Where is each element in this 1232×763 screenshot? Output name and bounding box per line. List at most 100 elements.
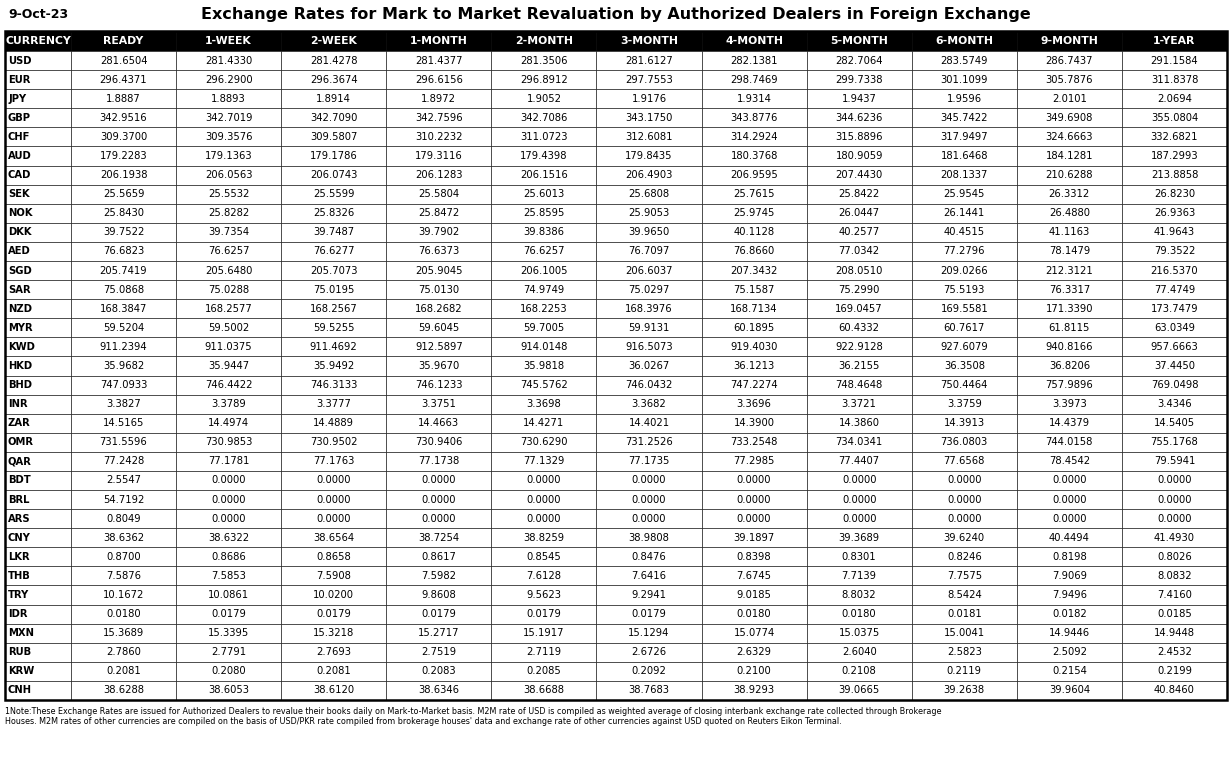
Bar <box>1016 356 1122 375</box>
Text: 342.9516: 342.9516 <box>100 113 148 123</box>
Text: 78.4542: 78.4542 <box>1048 456 1090 466</box>
Bar <box>492 223 596 242</box>
Text: 63.0349: 63.0349 <box>1154 323 1195 333</box>
Text: 206.0743: 206.0743 <box>310 170 357 180</box>
Text: 77.0342: 77.0342 <box>839 246 880 256</box>
Text: 0.0000: 0.0000 <box>841 494 876 504</box>
Text: 206.9595: 206.9595 <box>731 170 777 180</box>
Bar <box>912 318 1016 337</box>
Bar <box>1016 662 1122 681</box>
Text: 168.7134: 168.7134 <box>731 304 777 314</box>
Text: 0.8246: 0.8246 <box>947 552 982 562</box>
Text: 343.8776: 343.8776 <box>731 113 777 123</box>
Bar <box>387 261 492 280</box>
Bar <box>5 490 71 509</box>
Text: 730.9853: 730.9853 <box>205 437 253 447</box>
Text: 0.8545: 0.8545 <box>526 552 562 562</box>
Bar <box>912 585 1016 604</box>
Bar <box>1122 566 1227 585</box>
Bar <box>71 337 176 356</box>
Text: 3.3759: 3.3759 <box>947 399 982 409</box>
Bar <box>912 108 1016 127</box>
Bar <box>1122 433 1227 452</box>
Bar <box>807 337 912 356</box>
Bar <box>281 471 387 490</box>
Bar <box>71 51 176 70</box>
Bar <box>281 414 387 433</box>
Text: KWD: KWD <box>7 342 34 352</box>
Bar <box>596 280 701 299</box>
Text: JPY: JPY <box>7 94 26 104</box>
Bar <box>1016 280 1122 299</box>
Bar <box>492 681 596 700</box>
Bar <box>5 108 71 127</box>
Text: 7.7575: 7.7575 <box>946 571 982 581</box>
Bar <box>596 318 701 337</box>
Bar <box>387 394 492 414</box>
Bar <box>701 337 807 356</box>
Text: 0.8198: 0.8198 <box>1052 552 1087 562</box>
Bar <box>492 299 596 318</box>
Text: CHF: CHF <box>7 132 31 142</box>
Bar <box>492 414 596 433</box>
Text: 0.0000: 0.0000 <box>1157 475 1191 485</box>
Text: 9.5623: 9.5623 <box>526 590 562 600</box>
Bar <box>5 414 71 433</box>
Bar <box>912 204 1016 223</box>
Text: 206.4903: 206.4903 <box>626 170 673 180</box>
Bar <box>1122 452 1227 471</box>
Bar <box>807 585 912 604</box>
Bar <box>807 642 912 662</box>
Bar <box>596 146 701 166</box>
Bar <box>807 452 912 471</box>
Bar <box>387 490 492 509</box>
Bar <box>701 547 807 566</box>
Bar <box>176 299 281 318</box>
Text: 213.8858: 213.8858 <box>1151 170 1199 180</box>
Text: 38.6053: 38.6053 <box>208 685 249 695</box>
Bar <box>176 585 281 604</box>
Text: 730.6290: 730.6290 <box>520 437 568 447</box>
Text: 0.0000: 0.0000 <box>421 513 456 523</box>
Text: 25.8595: 25.8595 <box>524 208 564 218</box>
Text: 74.9749: 74.9749 <box>524 285 564 295</box>
Bar <box>5 452 71 471</box>
Text: 14.9446: 14.9446 <box>1048 628 1090 638</box>
Bar <box>176 127 281 146</box>
Bar <box>1016 51 1122 70</box>
Bar <box>492 185 596 204</box>
Text: 39.9604: 39.9604 <box>1048 685 1090 695</box>
Text: 345.7422: 345.7422 <box>940 113 988 123</box>
Bar <box>71 108 176 127</box>
Text: 76.3317: 76.3317 <box>1048 285 1090 295</box>
Text: 169.5581: 169.5581 <box>940 304 988 314</box>
Bar <box>281 51 387 70</box>
Text: 208.1337: 208.1337 <box>940 170 988 180</box>
Text: 40.4494: 40.4494 <box>1048 533 1090 542</box>
Text: 0.0000: 0.0000 <box>841 475 876 485</box>
Bar <box>5 280 71 299</box>
Bar <box>912 299 1016 318</box>
Bar <box>596 261 701 280</box>
Text: 39.7902: 39.7902 <box>418 227 460 237</box>
Text: RUB: RUB <box>7 647 31 657</box>
Bar <box>176 31 281 51</box>
Bar <box>387 299 492 318</box>
Text: 0.0000: 0.0000 <box>1157 513 1191 523</box>
Text: 15.0774: 15.0774 <box>733 628 775 638</box>
Bar <box>596 108 701 127</box>
Text: 1.8893: 1.8893 <box>211 94 246 104</box>
Bar <box>281 547 387 566</box>
Bar <box>596 623 701 642</box>
Text: 26.8230: 26.8230 <box>1154 189 1195 199</box>
Bar <box>807 662 912 681</box>
Text: 205.7419: 205.7419 <box>100 266 148 275</box>
Text: 168.3976: 168.3976 <box>625 304 673 314</box>
Bar <box>807 471 912 490</box>
Text: 301.1099: 301.1099 <box>940 75 988 85</box>
Text: 927.6079: 927.6079 <box>940 342 988 352</box>
Bar <box>281 223 387 242</box>
Text: 169.0457: 169.0457 <box>835 304 883 314</box>
Text: 310.2232: 310.2232 <box>415 132 462 142</box>
Bar <box>387 566 492 585</box>
